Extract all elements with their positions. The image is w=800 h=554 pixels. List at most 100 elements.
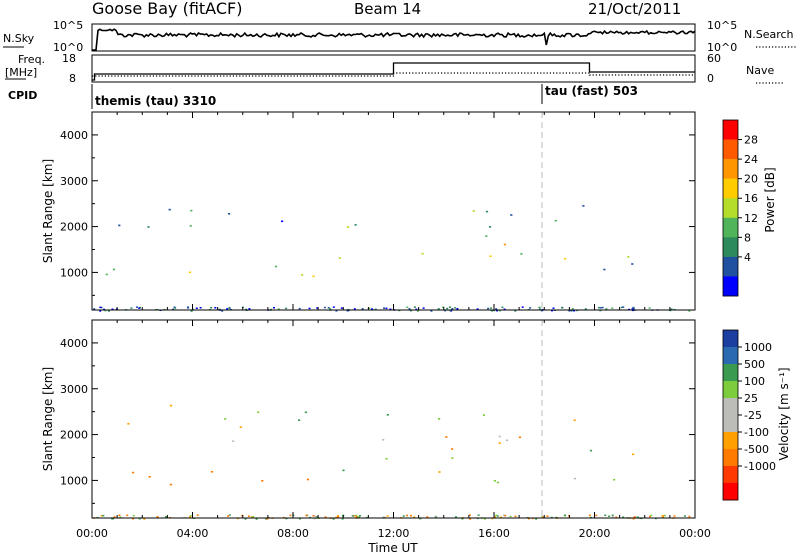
power-point — [340, 307, 343, 309]
nsearch-label: N.Search — [744, 28, 794, 41]
power-point — [385, 307, 388, 310]
power-point — [538, 306, 541, 309]
velocity-point — [495, 514, 498, 517]
velocity-point — [244, 518, 247, 520]
power-point — [514, 310, 517, 312]
power-point — [100, 306, 103, 309]
velocity-point — [342, 469, 345, 472]
power-colorbar-segment — [723, 159, 738, 179]
power-point — [627, 256, 630, 258]
power-point — [437, 308, 440, 310]
power-point — [670, 308, 673, 310]
velocity-colorbar-segment — [723, 364, 738, 382]
power-colorbar-segment — [723, 198, 738, 219]
velocity-point — [306, 478, 309, 481]
velocity-point — [266, 518, 269, 520]
power-point — [631, 263, 634, 265]
power-point — [529, 307, 532, 309]
velocity-point — [210, 471, 213, 473]
velocity-point — [445, 436, 448, 438]
velocity-point — [496, 515, 499, 517]
power-point — [172, 308, 175, 311]
velocity-point — [663, 514, 666, 517]
power-point — [488, 226, 492, 228]
power-point — [599, 307, 602, 309]
power-point — [298, 307, 301, 310]
station-title: Goose Bay (fitACF) — [92, 0, 242, 18]
velocity-point — [573, 477, 576, 480]
power-panel: 1000 2000 3000 4000 Slant Range [km] 28 24 20… — [41, 111, 777, 312]
power-point — [199, 307, 202, 309]
velocity-point — [386, 515, 389, 517]
power-point — [446, 307, 449, 310]
power-colorbar-segment — [723, 217, 738, 238]
power-point — [430, 310, 433, 312]
velocity-point — [451, 457, 454, 459]
velocity-frame — [91, 319, 696, 519]
power-point — [573, 310, 576, 312]
power-point — [270, 308, 272, 311]
power-point — [561, 306, 563, 309]
power-point — [406, 306, 409, 308]
velocity-point — [357, 516, 360, 518]
velocity-ytick-label: 1000 — [60, 474, 88, 487]
velocity-colorbar: 1000 500 100 25 -25 -100 -500 -1000 — [722, 329, 776, 501]
velocity-point — [622, 516, 625, 518]
power-point — [632, 307, 635, 310]
velocity-scatter — [93, 404, 691, 520]
velocity-point — [138, 518, 141, 520]
velocity-colorbar-label: 500 — [744, 358, 765, 371]
power-point — [214, 307, 217, 309]
power-colorbar: 28 24 20 16 12 8 4 — [722, 119, 758, 297]
velocity-point — [688, 515, 691, 518]
power-colorbar-title: Power [dB] — [763, 167, 777, 232]
velocity-point — [636, 516, 639, 518]
velocity-point — [410, 514, 412, 517]
power-point — [104, 309, 107, 312]
power-point — [454, 307, 457, 309]
velocity-point — [683, 515, 686, 517]
power-point — [472, 210, 475, 212]
velocity-point — [313, 517, 316, 520]
power-point — [421, 252, 424, 255]
power-point — [210, 306, 213, 309]
velocity-panel: 1000 2000 3000 4000 Slant Range [km] 1000 50… — [41, 319, 791, 520]
velocity-point — [438, 418, 441, 420]
velocity-point — [385, 457, 388, 460]
power-point — [601, 306, 604, 309]
x-axis-label: Time UT — [367, 541, 418, 554]
nave-label: Nave — [746, 64, 774, 77]
velocity-point — [382, 516, 385, 519]
power-point — [448, 306, 451, 308]
velocity-point — [250, 516, 253, 518]
power-point — [354, 224, 357, 226]
velocity-point — [509, 515, 512, 518]
velocity-point — [631, 453, 635, 456]
power-point — [329, 308, 332, 310]
velocity-point — [435, 516, 438, 518]
velocity-point — [324, 516, 327, 518]
velocity-point — [118, 514, 121, 517]
power-scatter — [93, 205, 691, 312]
power-point — [568, 310, 571, 312]
power-point — [520, 253, 523, 255]
velocity-point — [337, 515, 339, 517]
velocity-point — [595, 514, 598, 517]
power-colorbar-frame — [722, 119, 739, 297]
velocity-point — [615, 516, 618, 518]
velocity-point — [353, 515, 356, 517]
velocity-colorbar-segment — [723, 381, 738, 399]
velocity-colorbar-segment — [723, 415, 738, 433]
power-point — [552, 307, 555, 309]
power-point — [226, 308, 229, 310]
power-point — [285, 307, 288, 310]
velocity-point — [402, 515, 405, 517]
power-point — [417, 310, 419, 312]
power-point — [195, 307, 198, 309]
power-point — [564, 257, 567, 260]
freq-panel: Freq. [MHz] 18 8 60 0 Nave — [5, 52, 784, 85]
power-point — [190, 209, 193, 212]
velocity-point — [661, 515, 664, 517]
power-point — [103, 308, 105, 311]
power-point — [99, 310, 102, 312]
